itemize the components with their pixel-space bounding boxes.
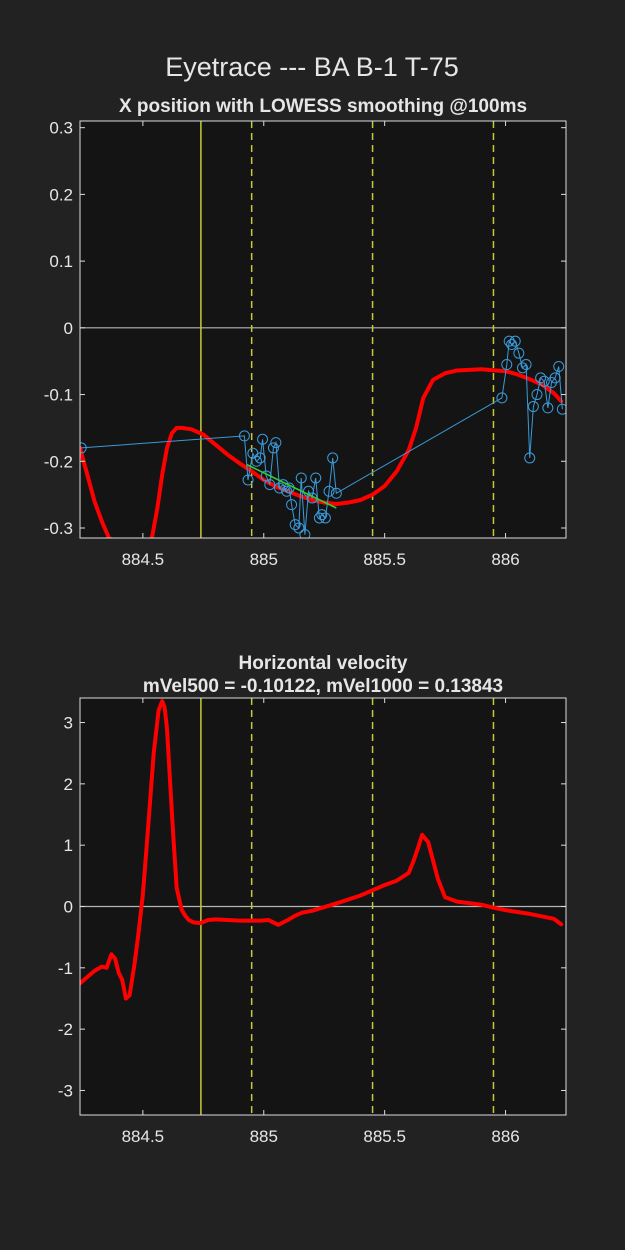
x-position-raw-point	[556, 403, 566, 415]
velocity-xtick-label: 886	[491, 1127, 519, 1146]
x-position-raw-point	[520, 359, 532, 371]
x-position-raw-point	[293, 522, 305, 534]
velocity-title: Horizontal velocity	[239, 653, 408, 674]
x-position-raw-point	[299, 529, 311, 538]
x-position-raw-point	[327, 452, 339, 464]
velocity-ytick-label: 0	[64, 898, 73, 917]
velocity-xtick-label: 884.5	[122, 1127, 165, 1146]
x-position-raw-point	[286, 499, 298, 511]
x-position-axes-frame	[79, 120, 567, 539]
x-position-raw-point	[80, 442, 87, 454]
x-position-raw-point	[527, 401, 539, 413]
x-position-raw-point	[513, 347, 525, 359]
x-position-raw-point	[553, 361, 565, 373]
x-position-smoothed-line	[80, 367, 564, 538]
velocity-ytick-label: 2	[64, 775, 73, 794]
x-position-raw-point	[267, 442, 279, 454]
x-position-xtick-label: 885	[250, 550, 278, 569]
velocity-xtick-label: 885	[250, 1127, 278, 1146]
x-position-raw-point	[323, 485, 335, 497]
velocity-xtick-label: 885.5	[363, 1127, 406, 1146]
velocity-ytick-label: -1	[58, 959, 73, 978]
x-position-ytick-label: 0.2	[49, 185, 73, 204]
x-position-raw-trace-line	[81, 339, 563, 535]
x-position-ytick-label: -0.3	[44, 519, 73, 538]
x-position-raw-point	[524, 452, 536, 464]
x-position-raw-point	[316, 509, 328, 521]
x-position-ytick-label: 0.1	[49, 252, 73, 271]
x-position-raw-point	[319, 512, 331, 524]
x-position-raw-point	[310, 472, 322, 484]
x-position-raw-point	[281, 485, 293, 497]
x-position-xtick-label: 886	[491, 550, 519, 569]
x-position-raw-point	[538, 375, 550, 387]
velocity-subtitle: mVel500 = -0.10122, mVel1000 = 0.13843	[143, 676, 503, 697]
x-position-raw-point	[531, 389, 543, 401]
x-position-ytick-label: -0.1	[44, 386, 73, 405]
x-position-raw-point	[313, 512, 325, 524]
x-position-raw-point	[503, 335, 515, 347]
x-position-plot-area	[80, 121, 566, 538]
x-position-raw-point	[295, 472, 307, 484]
x-position-raw-point	[330, 487, 342, 499]
x-position-raw-point	[242, 474, 254, 486]
velocity-ytick-label: 3	[64, 714, 73, 733]
x-position-raw-point	[254, 452, 266, 464]
x-position-raw-point	[535, 372, 547, 384]
velocity-ytick-label: 1	[64, 836, 73, 855]
x-position-raw-point	[516, 362, 528, 374]
x-position-raw-point	[549, 372, 561, 384]
figure-suptitle: Eyetrace --- BA B-1 T-75	[165, 52, 459, 82]
x-position-panel: X position with LOWESS smoothing @100ms …	[44, 96, 567, 569]
x-position-raw-point	[257, 433, 269, 445]
x-position-raw-point	[251, 455, 263, 467]
velocity-panel: Horizontal velocity mVel500 = -0.10122, …	[58, 653, 567, 1146]
x-position-raw-point	[509, 335, 521, 347]
velocity-velocity-line	[80, 699, 564, 1001]
x-position-raw-point	[501, 359, 513, 371]
x-position-raw-point	[238, 430, 250, 442]
x-position-ytick-label: 0	[64, 319, 73, 338]
x-position-raw-point	[270, 437, 282, 449]
x-position-ytick-label: -0.2	[44, 452, 73, 471]
x-position-fit-line	[246, 463, 337, 509]
x-position-ytick-label: 0.3	[49, 119, 73, 138]
velocity-ytick-label: -2	[58, 1020, 73, 1039]
velocity-ytick-label: -3	[58, 1081, 73, 1100]
x-position-xtick-label: 884.5	[122, 550, 165, 569]
x-position-raw-point	[264, 479, 276, 491]
x-position-title: X position with LOWESS smoothing @100ms	[119, 96, 527, 117]
x-position-raw-point	[496, 392, 508, 404]
x-position-raw-point	[542, 402, 554, 414]
x-position-xtick-label: 885.5	[363, 550, 406, 569]
x-position-raw-point	[506, 339, 518, 351]
x-position-raw-point	[289, 519, 301, 531]
